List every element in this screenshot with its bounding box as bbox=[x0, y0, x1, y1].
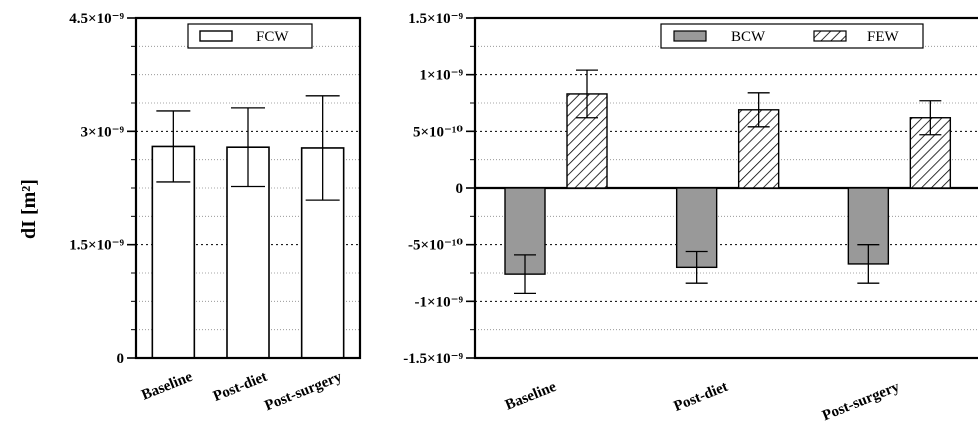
y-tick-label: -5×10⁻¹⁰ bbox=[408, 238, 463, 254]
legend-label-fcw: FCW bbox=[256, 29, 289, 45]
x-category-label: Baseline bbox=[503, 379, 559, 414]
plot-frame bbox=[473, 16, 978, 360]
y-tick-label: -1.5×10⁻⁹ bbox=[403, 351, 463, 367]
y-tick-label: 5×10⁻¹⁰ bbox=[413, 124, 463, 140]
legend: FCW bbox=[187, 23, 313, 49]
x-category-label: Post-diet bbox=[672, 379, 731, 415]
legend-label-bcw: BCW bbox=[731, 29, 766, 45]
y-tick-label: 1.5×10⁻⁹ bbox=[408, 11, 463, 27]
left-chart-panel: 0 1.5×10⁻⁹ 3×10⁻⁹ 4.5×10⁻⁹ Baseline Post-diet… bbox=[69, 11, 362, 415]
y-tick-label: 1.5×10⁻⁹ bbox=[69, 238, 124, 254]
legend-swatch-few bbox=[813, 30, 847, 42]
plot-frame bbox=[134, 16, 362, 360]
x-category-label: Post-surgery bbox=[820, 379, 902, 425]
y-tick-label: 1×10⁻⁹ bbox=[420, 68, 464, 84]
x-category-label: Baseline bbox=[139, 369, 195, 404]
right-chart-panel: -1.5×10⁻⁹ -1×10⁻⁹ -5×10⁻¹⁰ 0 5×10⁻¹⁰ 1×10⁻⁹ 1.… bbox=[403, 11, 978, 424]
y-tick-label: 4.5×10⁻⁹ bbox=[69, 11, 124, 27]
x-category-label: Post-diet bbox=[211, 369, 270, 405]
y-tick-label: -1×10⁻⁹ bbox=[415, 294, 464, 310]
legend: BCW FEW bbox=[660, 23, 924, 49]
y-tick-label: 3×10⁻⁹ bbox=[81, 124, 125, 140]
y-tick-label: 0 bbox=[456, 181, 464, 197]
legend-swatch-bcw bbox=[673, 30, 707, 42]
legend-swatch-fcw bbox=[199, 30, 233, 42]
legend-label-few: FEW bbox=[867, 29, 900, 45]
y-tick-label: 0 bbox=[117, 351, 125, 367]
y-axis-label: dI [m²] bbox=[18, 179, 40, 239]
x-category-label: Post-surgery bbox=[262, 369, 344, 415]
